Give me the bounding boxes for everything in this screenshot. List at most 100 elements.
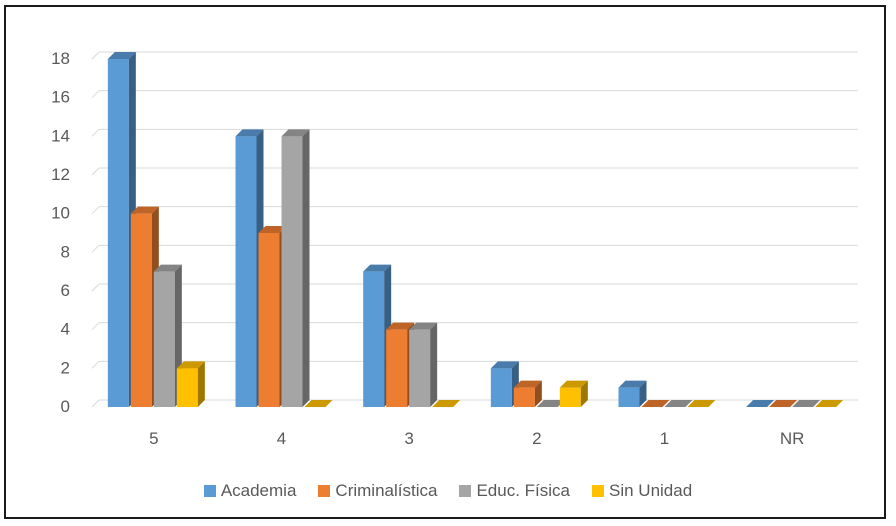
- bar: [304, 400, 333, 408]
- bar-top: [153, 264, 182, 272]
- bar-front: [409, 329, 431, 407]
- bar-top: [769, 400, 798, 407]
- bar-top: [687, 400, 716, 407]
- bar: [409, 322, 438, 407]
- bar-front: [281, 136, 303, 408]
- legend: Academia Criminalística Educ. Física Sin Un…: [0, 478, 896, 504]
- y-tick-label: 12: [51, 165, 70, 184]
- gridline-depth: [91, 51, 100, 60]
- bar-side: [430, 322, 438, 407]
- gridline-depth: [91, 128, 100, 137]
- legend-swatch: [592, 485, 604, 497]
- bar-top: [490, 361, 519, 369]
- bar-top: [641, 400, 670, 407]
- bar: [746, 400, 775, 408]
- bar: [618, 380, 647, 407]
- bar-side: [302, 129, 310, 408]
- bar: [769, 400, 798, 408]
- x-category-label: 5: [149, 429, 158, 448]
- x-category-label: 3: [404, 429, 413, 448]
- bar-top: [363, 264, 392, 272]
- bar-top: [258, 226, 287, 233]
- bar: [176, 361, 205, 407]
- legend-swatch: [203, 485, 216, 497]
- legend-item: Academia: [203, 481, 297, 501]
- bar-top: [664, 400, 693, 407]
- bar-side: [534, 380, 542, 407]
- legend-item: Sin Unidad: [592, 481, 692, 501]
- bar-top: [792, 400, 821, 407]
- x-axis-categories: 5 4 3 2 1 NR: [149, 429, 804, 448]
- bar-top: [815, 400, 844, 407]
- bar-front: [559, 387, 581, 407]
- y-tick-label: 6: [61, 281, 70, 300]
- bar-front: [258, 233, 280, 407]
- bar-front: [130, 213, 152, 407]
- bar-side: [639, 380, 647, 407]
- bar: [536, 400, 565, 408]
- y-tick-label: 10: [51, 204, 70, 223]
- legend-item: Criminalística: [318, 481, 437, 501]
- gridline-depth: [91, 167, 100, 176]
- x-category-label: 2: [532, 429, 541, 448]
- bar-top: [281, 129, 310, 137]
- gridline-depth: [91, 283, 100, 292]
- bar: [664, 400, 693, 408]
- bar: [513, 380, 542, 407]
- bar-front: [153, 271, 175, 407]
- bar: [432, 400, 461, 408]
- bar-top: [536, 400, 565, 407]
- bars: [107, 52, 844, 408]
- bar-top: [432, 400, 461, 407]
- gridline-depth: [91, 360, 100, 369]
- gridline-depth: [91, 206, 100, 215]
- bar-top: [176, 361, 205, 369]
- bar-front: [513, 387, 535, 407]
- bar-front: [176, 368, 198, 407]
- bar-front: [235, 136, 257, 408]
- y-tick-label: 4: [61, 320, 70, 339]
- x-category-label: 4: [277, 429, 286, 448]
- legend-label: Educ. Física: [476, 481, 570, 500]
- bar-top: [235, 129, 264, 137]
- bar-front: [386, 329, 408, 407]
- bar-top: [107, 52, 136, 59]
- bar-top: [304, 400, 333, 407]
- bar-top: [618, 380, 647, 388]
- bar-top: [409, 322, 438, 330]
- gridline-depth: [91, 90, 100, 99]
- y-tick-label: 8: [61, 242, 70, 261]
- legend-swatch: [318, 485, 331, 497]
- bar-top: [746, 400, 775, 407]
- gridlines: [91, 51, 858, 408]
- y-tick-label: 16: [51, 88, 70, 107]
- bar-top: [559, 380, 588, 388]
- bar: [815, 400, 844, 408]
- bar-side: [197, 361, 205, 407]
- legend-label: Criminalística: [335, 481, 438, 500]
- legend-label: Sin Unidad: [609, 481, 693, 500]
- bar-top: [130, 206, 159, 214]
- bar-front: [107, 59, 129, 407]
- bar-side: [580, 380, 588, 407]
- bar: [687, 400, 716, 408]
- x-category-label: 1: [660, 429, 669, 448]
- bar-front: [618, 387, 640, 407]
- bar-top: [513, 380, 542, 388]
- x-category-label: NR: [780, 429, 805, 448]
- bar-front: [363, 271, 385, 407]
- y-tick-label: 14: [51, 126, 70, 145]
- bar: [281, 129, 310, 408]
- gridline-depth: [91, 322, 100, 331]
- y-tick-label: 2: [61, 358, 70, 377]
- legend-swatch: [459, 485, 472, 497]
- bar: [792, 400, 821, 408]
- bar: [559, 380, 588, 407]
- bar-top: [386, 322, 415, 330]
- legend-item: Educ. Física: [459, 481, 570, 501]
- y-tick-label: 18: [51, 49, 70, 68]
- bar: [641, 400, 670, 408]
- legend-label: Academia: [220, 481, 297, 500]
- y-tick-label: 0: [61, 397, 70, 416]
